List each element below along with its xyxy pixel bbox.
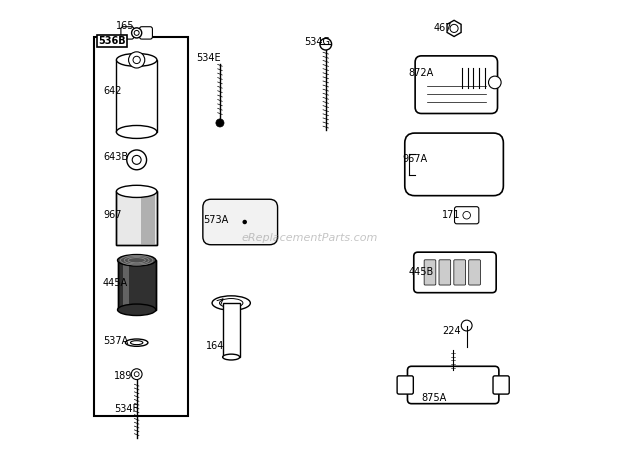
Bar [94, 38, 188, 415]
Circle shape [450, 24, 458, 33]
FancyBboxPatch shape [469, 260, 481, 285]
Text: 872A: 872A [408, 68, 433, 78]
FancyBboxPatch shape [121, 27, 134, 39]
FancyBboxPatch shape [405, 133, 503, 196]
FancyBboxPatch shape [397, 376, 414, 394]
Text: 643B: 643B [103, 152, 128, 162]
Circle shape [133, 56, 140, 63]
Text: 171: 171 [442, 210, 461, 220]
FancyBboxPatch shape [415, 56, 497, 114]
Text: 164: 164 [206, 341, 224, 351]
Ellipse shape [125, 339, 148, 346]
Circle shape [320, 39, 332, 50]
Circle shape [131, 28, 142, 38]
Text: 642: 642 [103, 87, 122, 96]
Circle shape [134, 30, 139, 35]
Text: 467: 467 [434, 24, 453, 34]
Circle shape [242, 220, 247, 224]
FancyBboxPatch shape [414, 252, 496, 293]
FancyBboxPatch shape [454, 207, 479, 224]
Ellipse shape [223, 354, 240, 360]
Text: 536B: 536B [99, 36, 126, 46]
Bar [117, 191, 157, 246]
FancyBboxPatch shape [424, 260, 436, 285]
Circle shape [461, 320, 472, 331]
Text: 534G: 534G [304, 37, 330, 47]
Bar [123, 265, 129, 305]
Ellipse shape [130, 341, 143, 345]
Text: 534E: 534E [197, 53, 221, 63]
Text: 165: 165 [117, 21, 135, 31]
FancyBboxPatch shape [407, 366, 499, 404]
Bar [118, 260, 156, 310]
Bar [117, 60, 157, 132]
Ellipse shape [118, 304, 156, 316]
Ellipse shape [219, 299, 243, 308]
Text: eReplacementParts.com: eReplacementParts.com [242, 233, 378, 243]
Circle shape [128, 52, 144, 68]
Polygon shape [447, 20, 461, 37]
FancyBboxPatch shape [454, 260, 466, 285]
Text: 224: 224 [442, 326, 461, 336]
Text: 445B: 445B [408, 266, 433, 276]
FancyBboxPatch shape [493, 376, 509, 394]
Circle shape [463, 212, 471, 219]
Ellipse shape [117, 53, 157, 67]
Circle shape [132, 155, 141, 164]
Text: 445A: 445A [103, 278, 128, 288]
Bar [117, 191, 157, 246]
Circle shape [489, 76, 501, 89]
Ellipse shape [117, 125, 157, 139]
Text: 189: 189 [114, 371, 133, 381]
Text: 967A: 967A [402, 154, 427, 164]
Ellipse shape [117, 185, 157, 198]
Text: 967: 967 [103, 210, 122, 220]
Circle shape [126, 150, 146, 170]
FancyBboxPatch shape [140, 27, 153, 39]
Circle shape [131, 369, 142, 380]
Bar [223, 303, 240, 357]
Text: 534F: 534F [114, 404, 138, 414]
Bar [141, 191, 155, 246]
Bar [118, 260, 156, 310]
Ellipse shape [118, 255, 156, 266]
Circle shape [216, 119, 224, 127]
Text: 875A: 875A [422, 394, 447, 404]
Text: 537A: 537A [103, 336, 128, 346]
Text: 573A: 573A [203, 215, 228, 225]
Ellipse shape [212, 296, 250, 310]
Circle shape [135, 372, 139, 376]
FancyBboxPatch shape [203, 199, 278, 245]
FancyBboxPatch shape [439, 260, 451, 285]
